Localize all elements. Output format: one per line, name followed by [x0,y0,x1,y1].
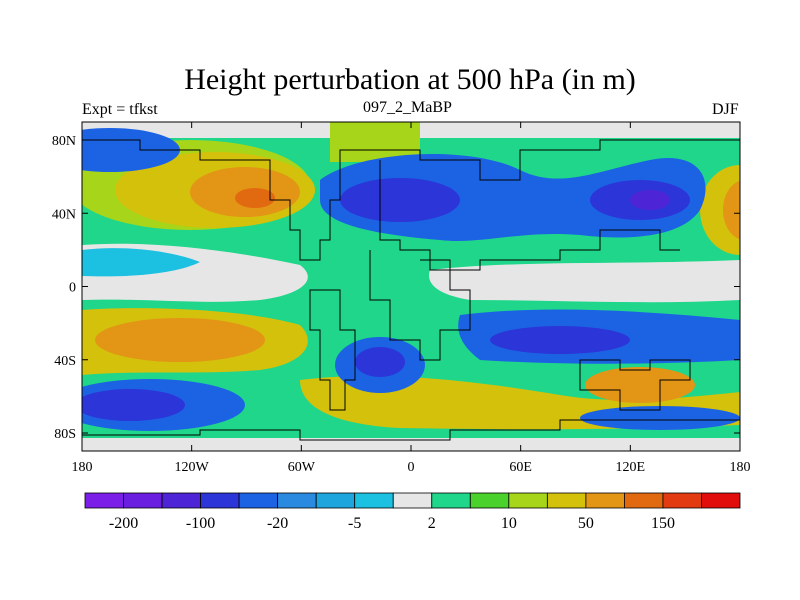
x-tick-label: 120E [616,460,646,475]
colorbar-label: -5 [348,515,361,532]
map-title: Height perturbation at 500 hPa (in m) [184,63,636,96]
coast-australia [579,359,691,411]
coast-eurasia [379,160,680,271]
colorbar-label: 10 [501,515,517,532]
y-tick-label: 0 [69,281,76,296]
colorbar-label: -200 [109,515,138,532]
colorbar-swatch [238,492,279,509]
colorbar-swatch [624,492,664,509]
coast-antarctica [82,419,740,441]
colorbar-swatch [585,492,625,509]
colorbar-label: 150 [651,515,675,532]
field-sh-ridge-east-core [585,367,695,403]
field-nw-trough [82,128,180,172]
field-ne-ridge [700,165,740,255]
colorbar-swatch [200,492,240,509]
y-tick-label: 40N [52,207,76,222]
colorbar: -200 -100 -20 -5 2 10 50 150 [84,492,741,532]
colorbar-swatch [546,492,587,509]
colorbar-label: 50 [578,515,594,532]
x-tick-label: 60W [288,460,316,475]
colorbar-swatch [701,492,741,509]
colorbar-swatch [315,492,356,509]
field-ne-ridge-core [723,180,740,240]
colorbar-swatch [392,492,433,509]
field-sw-trough-core [82,389,185,421]
field-trop-grey-east [429,260,740,303]
x-tick-label: 120W [175,460,210,475]
colorbar-label: 2 [428,515,436,532]
field-sh-ridge-core [95,318,265,362]
colorbar-swatch [469,492,510,509]
colorbar-swatch [354,492,394,509]
y-tick-label: 80N [52,134,76,149]
field-nh-trough-min [630,190,670,210]
field-sh-trough-east-core [490,326,630,354]
colorbar-swatch [123,492,163,509]
colorbar-swatch [431,492,471,509]
season-label: DJF [712,101,739,118]
field-trop-cyan [82,248,200,277]
field-sh-trough-mid-core [355,347,405,377]
coast-north [82,139,740,261]
colorbar-swatch [84,492,124,509]
colorbar-swatch [662,492,702,509]
coast-africa [369,250,471,361]
x-tick-label: 0 [408,460,415,475]
field-nh-ridge-max [235,188,275,208]
x-tick-label: 180 [730,460,751,475]
x-tick-label: 180 [72,460,93,475]
y-tick-label: 80S [54,427,76,442]
y-axis: 80N 40N 0 40S 80S [52,134,740,442]
coastlines [82,139,740,441]
colorbar-label: -20 [267,515,288,532]
x-axis: 180 120W 60W 0 60E 120E 180 [72,122,751,475]
y-tick-label: 40S [54,354,76,369]
colorbar-swatch [508,492,548,509]
colorbar-label: -100 [186,515,215,532]
field-antarctic [82,438,740,451]
experiment-label: Expt = tfkst [82,101,158,118]
height-field [82,122,740,451]
coast-s-america [309,289,356,411]
field-se-trough [580,406,740,430]
colorbar-swatch [277,492,317,509]
case-label: 097_2_MaBP [363,99,452,116]
field-nh-trough-core1 [340,178,460,222]
colorbar-swatch [161,492,201,509]
x-tick-label: 60E [509,460,532,475]
